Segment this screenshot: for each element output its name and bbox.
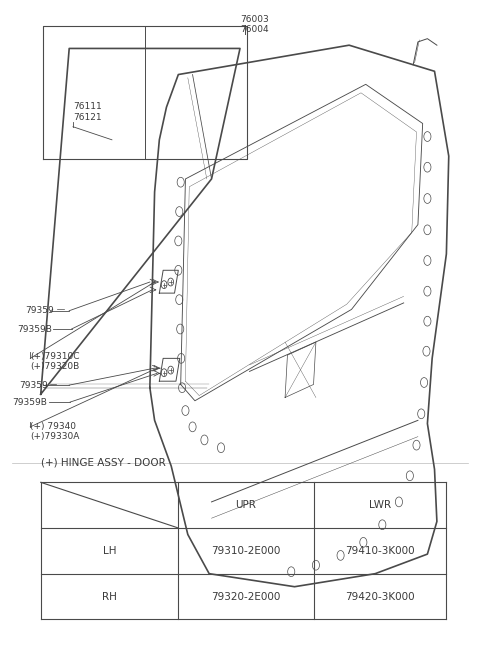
Text: LWR: LWR: [369, 500, 391, 510]
Text: RH: RH: [102, 592, 117, 601]
Text: 79359: 79359: [19, 380, 48, 390]
Text: 76003
76004: 76003 76004: [240, 14, 269, 34]
Text: (+) HINGE ASSY - DOOR: (+) HINGE ASSY - DOOR: [41, 458, 166, 468]
Text: 76111
76121: 76111 76121: [73, 102, 102, 122]
Text: LH: LH: [103, 546, 116, 556]
Text: (+) 79340
(+)79330A: (+) 79340 (+)79330A: [30, 422, 80, 441]
Text: 79359: 79359: [25, 306, 54, 315]
Text: UPR: UPR: [236, 500, 256, 510]
Text: 79359B: 79359B: [17, 324, 52, 334]
Text: 79320-2E000: 79320-2E000: [211, 592, 281, 601]
Text: 79410-3K000: 79410-3K000: [345, 546, 415, 556]
Text: 79310-2E000: 79310-2E000: [211, 546, 281, 556]
Text: (+)79310C
(+)79320B: (+)79310C (+)79320B: [30, 352, 80, 371]
Text: 79359B: 79359B: [12, 397, 47, 407]
Text: 79420-3K000: 79420-3K000: [345, 592, 415, 601]
